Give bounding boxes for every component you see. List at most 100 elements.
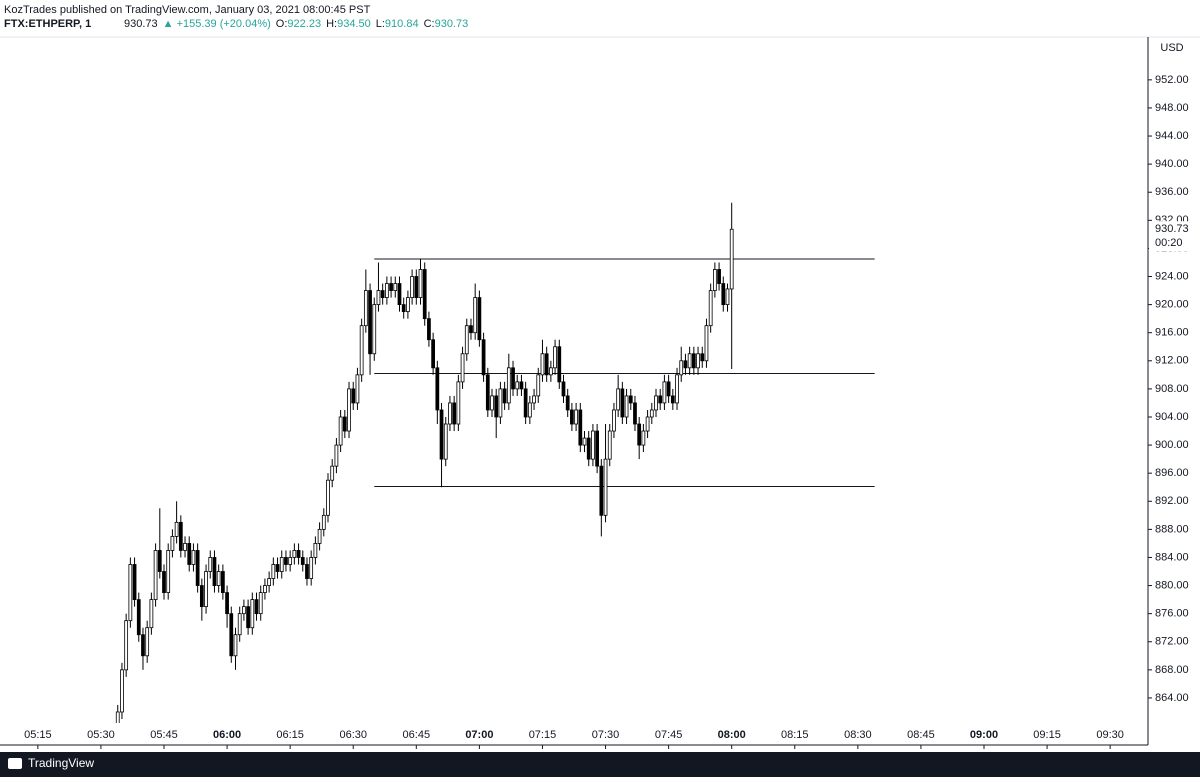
candle-body xyxy=(372,304,377,355)
candle-body xyxy=(649,409,654,418)
candle-body xyxy=(612,409,616,432)
candle-body xyxy=(691,353,696,369)
header-c: 930.73 xyxy=(435,18,469,30)
x-tick-label: 07:45 xyxy=(655,729,683,741)
candle-body xyxy=(443,423,448,460)
x-tick-label: 06:45 xyxy=(403,729,431,741)
candle-body xyxy=(351,388,356,404)
candle-body xyxy=(628,395,633,404)
candle-body xyxy=(338,416,343,446)
candle-body xyxy=(511,367,515,390)
candle-body xyxy=(687,353,692,369)
candle-body xyxy=(195,550,200,586)
x-tick-label: 07:00 xyxy=(465,729,493,741)
candle-body xyxy=(490,395,494,411)
candle-body xyxy=(254,599,259,615)
candle-body xyxy=(553,346,557,369)
candle-body xyxy=(645,416,650,432)
y-tick-label: 900.00 xyxy=(1155,439,1189,451)
candle-body xyxy=(599,465,604,516)
y-tick-label: 868.00 xyxy=(1155,664,1189,676)
brand: TradingView xyxy=(28,756,94,770)
x-tick-label: 07:30 xyxy=(592,729,620,741)
candle-body xyxy=(574,409,578,425)
candle-body xyxy=(532,395,536,404)
y-tick-label: 904.00 xyxy=(1155,411,1189,423)
candle-body xyxy=(448,402,452,425)
candle-body xyxy=(708,290,713,327)
publish-line: KozTrades published on TradingView.com, … xyxy=(4,4,371,16)
candle-body xyxy=(570,409,574,425)
candle-body xyxy=(397,283,402,306)
y-tick-label: 940.00 xyxy=(1155,158,1189,170)
candle-body xyxy=(263,585,267,593)
candle-body xyxy=(191,550,196,565)
candle-body xyxy=(246,606,250,629)
x-tick-label: 08:15 xyxy=(781,729,809,741)
candle-body xyxy=(683,360,688,369)
candle-body xyxy=(132,564,137,601)
header-o-label: O: xyxy=(276,18,288,30)
header-l-label: L: xyxy=(376,18,385,30)
candle-body xyxy=(401,304,406,313)
y-tick-label: 916.00 xyxy=(1155,327,1189,339)
header-h-label: H: xyxy=(326,18,337,30)
candle-body xyxy=(410,276,414,298)
candle-body xyxy=(637,423,642,446)
candle-body xyxy=(216,571,221,586)
header-last: 930.73 xyxy=(124,18,158,30)
candle-body xyxy=(586,437,591,460)
ohlc-header: 930.73 ▲ +155.39 (+20.04%) O: 922.23 H: 934.5… xyxy=(124,18,468,30)
candle-body xyxy=(439,409,444,460)
candle-body xyxy=(473,297,478,334)
candle-body xyxy=(242,606,246,615)
y-tick-label: 884.00 xyxy=(1155,551,1189,563)
candle-body xyxy=(120,669,124,713)
candle-body xyxy=(578,409,583,446)
y-tick-label: 936.00 xyxy=(1155,186,1189,198)
candle-body xyxy=(549,367,553,376)
brand-logo xyxy=(8,758,22,769)
candle-body xyxy=(603,458,608,516)
candle-body xyxy=(363,290,368,327)
candle-body xyxy=(494,395,499,418)
candle-body xyxy=(225,592,229,615)
x-tick-label: 06:15 xyxy=(276,729,304,741)
candle-body xyxy=(145,627,150,657)
header-l: 910.84 xyxy=(385,18,419,30)
candle-body xyxy=(427,318,431,341)
candle-body xyxy=(166,550,171,593)
candle-body xyxy=(162,571,166,593)
candle-body xyxy=(204,571,208,608)
y-tick-label: 948.00 xyxy=(1155,102,1189,114)
candle-body xyxy=(183,543,187,551)
candle-body xyxy=(616,388,621,411)
candle-body xyxy=(296,550,301,558)
x-tick-label: 06:30 xyxy=(339,729,367,741)
candle-body xyxy=(561,381,566,397)
x-tick-label: 09:30 xyxy=(1096,729,1124,741)
candle-body xyxy=(300,557,305,565)
candle-body xyxy=(124,620,129,671)
candle-body xyxy=(725,288,730,306)
candle-body xyxy=(326,479,330,516)
plot xyxy=(115,202,875,723)
candle-body xyxy=(376,290,381,306)
candle-body xyxy=(460,353,465,383)
x-tick-label: 05:15 xyxy=(24,729,52,741)
header-c-label: C: xyxy=(424,18,435,30)
candle-body xyxy=(456,381,461,425)
y-tick-label: 944.00 xyxy=(1155,130,1189,142)
candle-body xyxy=(279,557,284,572)
candle-body xyxy=(662,381,667,404)
candle-body xyxy=(170,535,175,551)
candle-body xyxy=(380,290,385,298)
x-tick-label: 08:45 xyxy=(907,729,935,741)
candle-body xyxy=(393,283,398,291)
candle-body xyxy=(292,550,297,558)
candle-body xyxy=(515,381,520,390)
candle-body xyxy=(157,550,162,572)
candle-body xyxy=(729,228,734,290)
candle-body xyxy=(334,444,339,467)
